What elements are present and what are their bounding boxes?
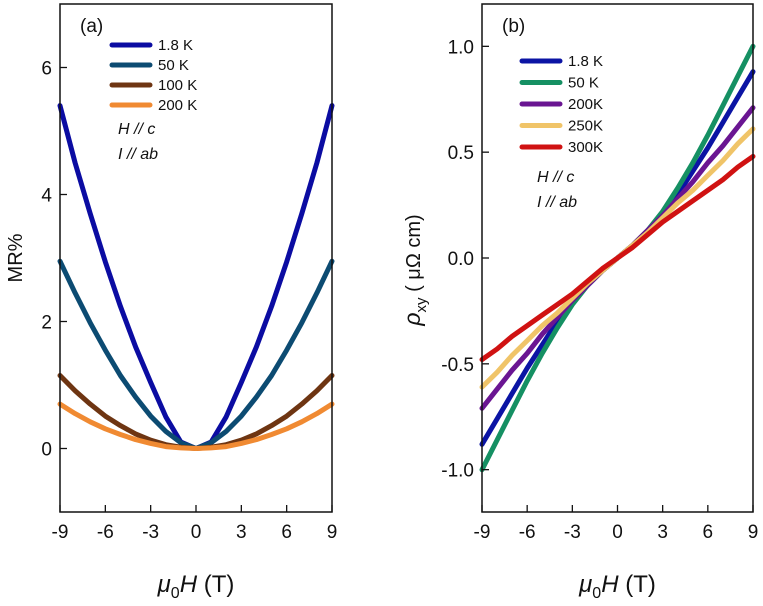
series-line-100k [57,373,335,451]
annotation: I // ab [118,146,158,163]
legend-label: 1.8 K [568,53,603,70]
x-tick-label: -3 [142,522,159,543]
x-tick-label: 0 [612,522,623,543]
legend-label: 200K [568,96,603,113]
series-line-50k [57,258,335,451]
y-tick-label: 1.0 [448,37,474,58]
y-tick-label: 2 [41,313,52,334]
legend-label: 250K [568,118,603,135]
x-tick-label: -6 [97,522,114,543]
y-tick-label: -0.5 [441,355,474,376]
y-tick-label: 0.5 [448,143,474,164]
x-tick-label: 3 [236,522,247,543]
x-tick-label: 6 [281,522,292,543]
panel-label: (b) [502,16,525,37]
y-tick-label: 4 [41,186,52,207]
y-axis-label: MR% [5,233,27,282]
y-tick-label: 6 [41,59,52,80]
legend-label: 1.8 K [158,37,193,54]
legend-label: 50 K [158,57,189,74]
y-tick-label: 0.0 [448,249,474,270]
x-tick-label: 9 [748,522,759,543]
x-tick-label: 6 [703,522,714,543]
x-tick-label: -9 [52,522,69,543]
annotation: H // c [118,121,155,138]
y-axis-label: ρxy ( μΩ cm) [399,214,430,326]
x-tick-label: -6 [519,522,536,543]
legend-label: 200 K [158,97,197,114]
series-line-1.8k [57,103,335,451]
legend-label: 300K [568,139,603,156]
x-tick-label: 9 [327,522,338,543]
panel-label: (a) [80,16,103,37]
x-tick-label: -9 [474,522,491,543]
legend-label: 50 K [568,75,599,92]
x-axis-label: μ0H (T) [578,571,656,602]
y-tick-label: -1.0 [441,461,474,482]
legend-label: 100 K [158,77,197,94]
panel-a: 1.8 K 50 K 100 K 200 K -9 -6 -3 0 3 6 9 0 2 4 6 (a) H //… [5,3,338,602]
x-tick-label: -3 [564,522,581,543]
annotation: H // c [537,169,574,186]
x-axis-label: μ0H (T) [157,571,235,602]
panel-b: 1.8 K 50 K 200K 250K 300K -9 -6 -3 0 3 6 9 -1.0 -0.5 0… [399,3,759,602]
x-tick-label: 0 [191,522,202,543]
y-tick-label: 0 [41,440,52,461]
x-tick-label: 3 [657,522,668,543]
annotation: I // ab [537,194,577,211]
